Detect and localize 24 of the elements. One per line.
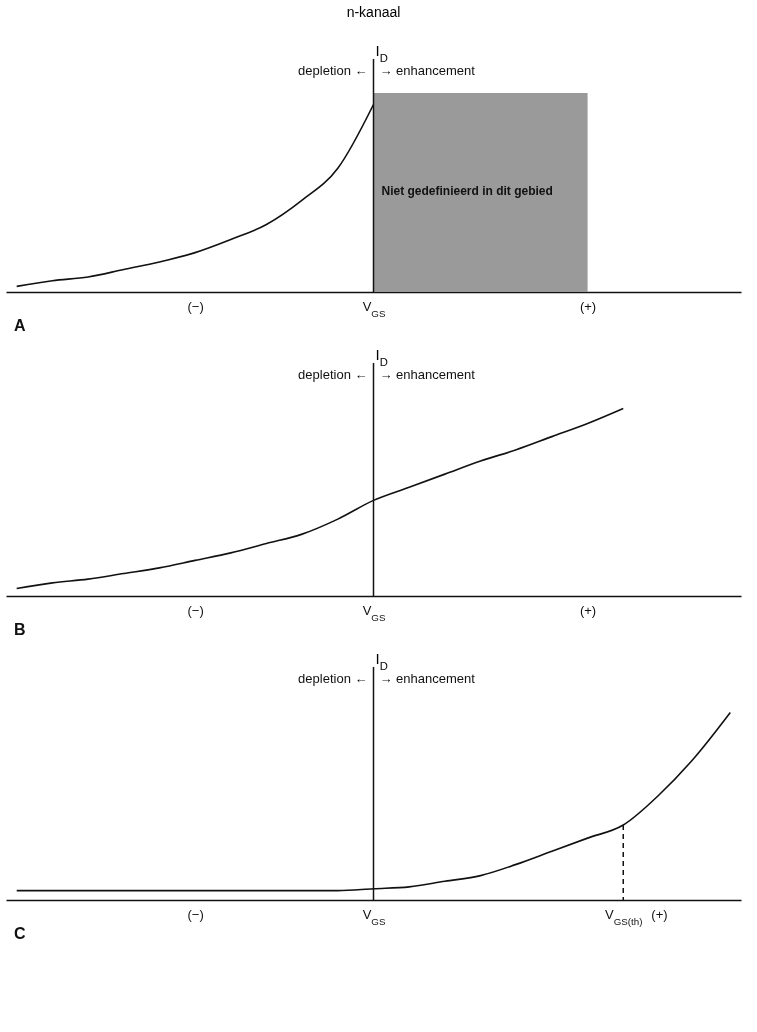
y-axis-title: I$_{D}$	[375, 346, 388, 368]
y-axis-title: I$_{D}$	[375, 650, 388, 672]
text: B	[14, 621, 26, 638]
text: C	[14, 925, 26, 942]
x-tick-label: V$_{GS}$	[362, 906, 386, 926]
x-tick-label: (+)	[579, 602, 597, 618]
text: → enhancement	[379, 367, 476, 382]
x-tick-label: V$_{GS}$	[362, 298, 386, 318]
band-label: Niet gedefinieerd in dit gebied	[381, 183, 553, 198]
x-tick-label: (−)	[187, 298, 204, 314]
x-tick-label: V$_{GS(th)}$	[605, 906, 643, 926]
text: A	[14, 317, 26, 334]
x-tick-label: (−)	[187, 602, 204, 618]
chart-title: n-kanaal	[346, 4, 401, 20]
text: → enhancement	[379, 671, 476, 686]
text: depletion ←	[298, 367, 368, 382]
text: depletion ←	[298, 671, 368, 686]
x-tick-label: V$_{GS}$	[362, 602, 386, 622]
text: → enhancement	[379, 63, 476, 78]
x-tick-label: (+)	[579, 298, 597, 314]
x-tick-label: (+)	[651, 906, 668, 922]
x-tick-label: (−)	[187, 906, 204, 922]
y-axis-title: I$_{D}$	[375, 42, 388, 64]
text: depletion ←	[298, 63, 368, 78]
